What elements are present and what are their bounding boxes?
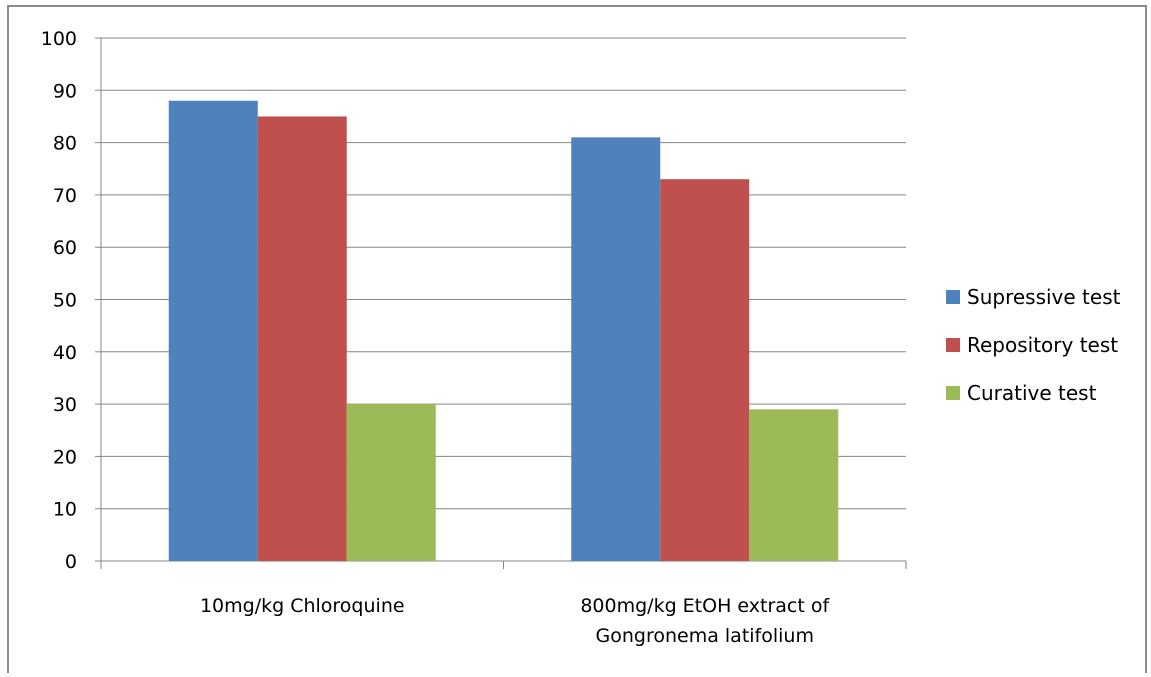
legend-label: Repository test (967, 333, 1118, 357)
x-category-label: 10mg/kg Chloroquine (200, 595, 405, 617)
legend-swatch (946, 386, 960, 400)
bar (749, 409, 838, 561)
x-category-label: 800mg/kg EtOH extract of (580, 595, 830, 617)
legend-swatch (946, 290, 960, 304)
legend-label: Supressive test (967, 285, 1121, 309)
y-tick-label: 0 (65, 551, 77, 573)
bar (571, 137, 660, 561)
bar (169, 101, 258, 561)
y-tick-label: 20 (53, 446, 77, 468)
bar (347, 404, 436, 561)
y-tick-label: 70 (53, 185, 77, 207)
y-tick-label: 60 (53, 237, 77, 259)
legend-label: Curative test (967, 381, 1097, 405)
y-tick-label: 50 (53, 290, 77, 312)
y-tick-label: 100 (41, 28, 77, 50)
y-tick-label: 30 (53, 394, 77, 416)
bar (258, 116, 347, 561)
y-tick-label: 40 (53, 342, 77, 364)
y-tick-label: 10 (53, 499, 77, 521)
y-tick-label: 90 (53, 80, 77, 102)
x-category-label: Gongronema latifolium (596, 625, 814, 647)
legend-swatch (946, 338, 960, 352)
y-tick-label: 80 (53, 133, 77, 155)
bar (660, 179, 749, 561)
